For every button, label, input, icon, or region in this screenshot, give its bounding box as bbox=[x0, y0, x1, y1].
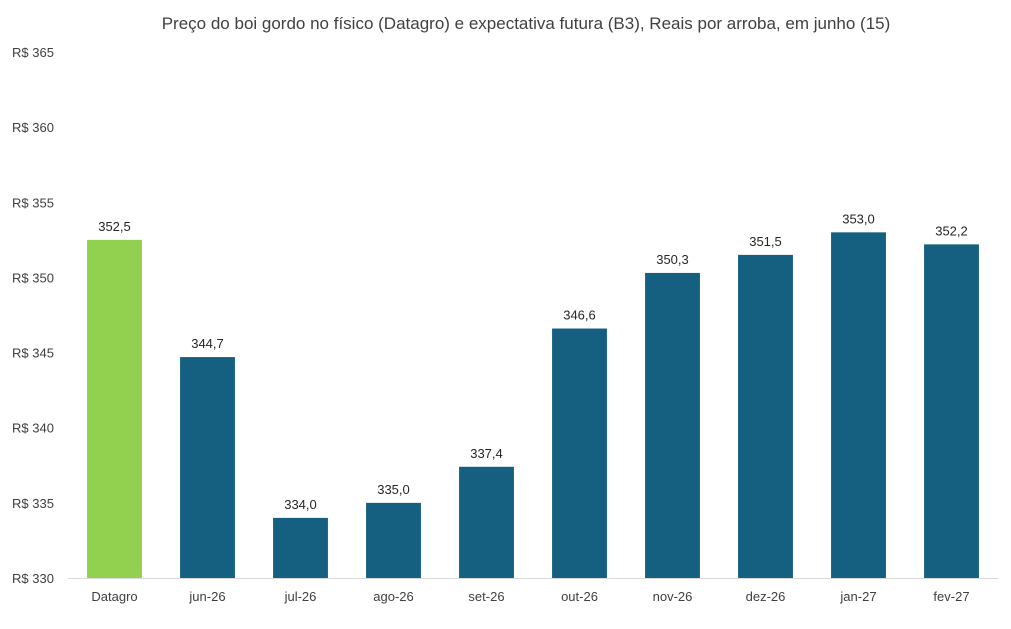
bar bbox=[831, 232, 886, 579]
x-tick-label: jul-26 bbox=[284, 589, 317, 604]
x-tick-label: fev-27 bbox=[933, 589, 969, 604]
x-axis-labels: Datagro jun-26 jul-26 ago-26 set-26 out-26 nov… bbox=[91, 589, 969, 604]
bar bbox=[645, 272, 700, 578]
x-tick-label: out-26 bbox=[561, 589, 598, 604]
chart-title: Preço do boi gordo no físico (Datagro) e… bbox=[161, 14, 891, 33]
y-tick-label: R$ 345 bbox=[12, 346, 54, 361]
data-label: 335,0 bbox=[377, 482, 410, 497]
bar bbox=[738, 254, 793, 578]
data-labels: 352,5 344,7 334,0 335,0 337,4 346,6 350,3 351,5… bbox=[98, 211, 968, 512]
x-tick-label: nov-26 bbox=[653, 589, 693, 604]
bar bbox=[924, 244, 979, 578]
bar bbox=[366, 502, 421, 578]
data-label: 350,3 bbox=[656, 252, 689, 267]
bar bbox=[180, 357, 235, 578]
y-tick-label: R$ 360 bbox=[12, 120, 54, 135]
x-tick-label: Datagro bbox=[91, 589, 137, 604]
bars bbox=[87, 232, 979, 579]
data-label: 352,2 bbox=[935, 223, 968, 238]
y-tick-label: R$ 355 bbox=[12, 195, 54, 210]
y-tick-label: R$ 330 bbox=[12, 571, 54, 586]
data-label: 346,6 bbox=[563, 308, 596, 323]
data-label: 351,5 bbox=[749, 234, 782, 249]
bar bbox=[87, 239, 142, 578]
x-tick-label: jun-26 bbox=[188, 589, 225, 604]
data-label: 352,5 bbox=[98, 219, 131, 234]
x-tick-label: ago-26 bbox=[373, 589, 413, 604]
bar bbox=[459, 466, 514, 578]
y-tick-label: R$ 350 bbox=[12, 270, 54, 285]
y-tick-label: R$ 365 bbox=[12, 45, 54, 60]
data-label: 337,4 bbox=[470, 446, 503, 461]
bar bbox=[273, 517, 328, 578]
x-tick-label: jan-27 bbox=[839, 589, 876, 604]
data-label: 353,0 bbox=[842, 211, 875, 226]
y-axis-ticks: R$ 330 R$ 335 R$ 340 R$ 345 R$ 350 R$ 355 R$ 3… bbox=[12, 45, 54, 586]
x-tick-label: set-26 bbox=[468, 589, 504, 604]
y-tick-label: R$ 340 bbox=[12, 421, 54, 436]
data-label: 334,0 bbox=[284, 497, 317, 512]
x-tick-label: dez-26 bbox=[746, 589, 786, 604]
data-label: 344,7 bbox=[191, 336, 224, 351]
y-tick-label: R$ 335 bbox=[12, 496, 54, 511]
bar bbox=[552, 328, 607, 578]
